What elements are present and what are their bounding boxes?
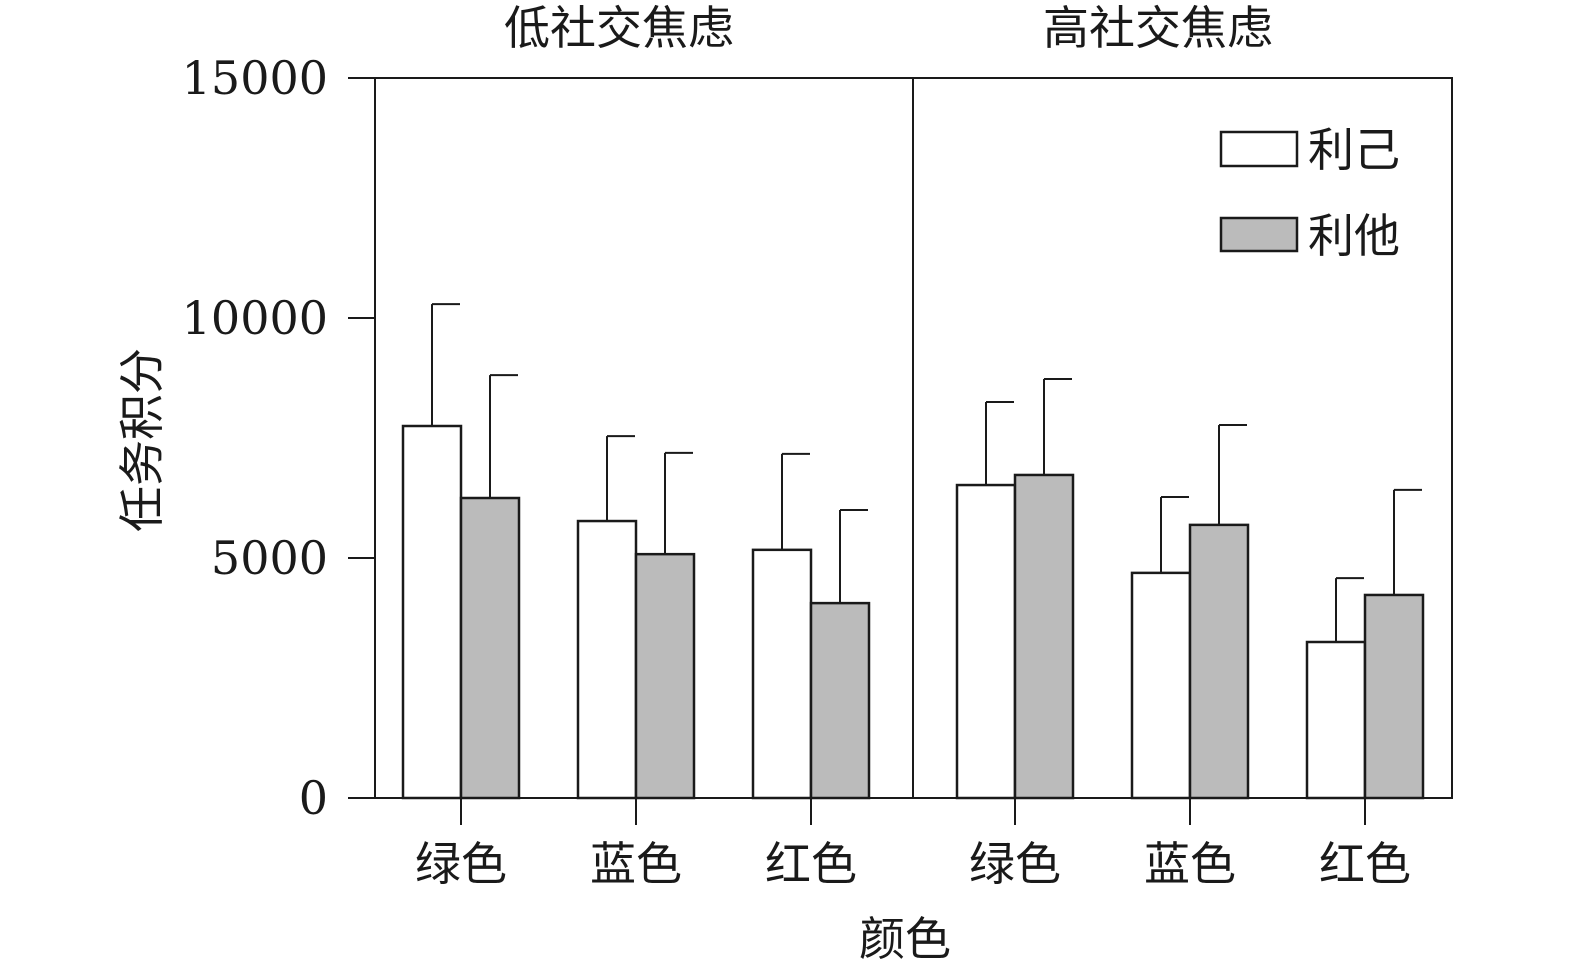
- x-tick-label: 红色: [1319, 837, 1411, 891]
- y-tick-label: 5000: [211, 531, 328, 585]
- y-axis: 0 5000 10000 15000: [182, 51, 375, 825]
- y-axis-label: 任务积分: [115, 348, 169, 532]
- bar-selfish: [401, 424, 463, 800]
- bar-selfish: [1130, 571, 1192, 800]
- y-tick-label: 15000: [182, 51, 328, 105]
- panel-title-low: 低社交焦虑: [504, 1, 734, 55]
- legend-swatch-selfish: [1219, 130, 1299, 168]
- x-tick-label: 红色: [765, 837, 857, 891]
- bar-altruistic: [459, 496, 521, 800]
- bar-altruistic: [1188, 523, 1250, 800]
- legend-label-altruistic: 利他: [1308, 209, 1400, 263]
- bar-selfish: [955, 483, 1017, 800]
- x-axis-label: 颜色: [859, 912, 951, 966]
- x-tick-label: 绿色: [415, 837, 507, 891]
- legend-swatch-altruistic: [1219, 216, 1299, 253]
- x-axis: 绿色 蓝色 红色 绿色 蓝色 红色: [415, 798, 1411, 891]
- bar-altruistic: [1363, 593, 1425, 800]
- legend-label-selfish: 利己: [1308, 123, 1400, 177]
- panel-title-high: 高社交焦虑: [1043, 1, 1273, 55]
- bar-selfish: [751, 548, 813, 800]
- y-tick-label: 10000: [182, 291, 328, 345]
- bar-selfish: [576, 519, 638, 800]
- bar-altruistic: [809, 601, 871, 800]
- x-tick-label: 蓝色: [1144, 837, 1236, 891]
- bar-selfish: [1305, 640, 1367, 800]
- legend: 利己 利他: [1219, 123, 1400, 263]
- bar-altruistic: [1013, 473, 1075, 800]
- x-tick-label: 绿色: [969, 837, 1061, 891]
- bar-altruistic: [634, 552, 696, 800]
- x-tick-label: 蓝色: [590, 837, 682, 891]
- y-tick-label: 0: [299, 771, 328, 825]
